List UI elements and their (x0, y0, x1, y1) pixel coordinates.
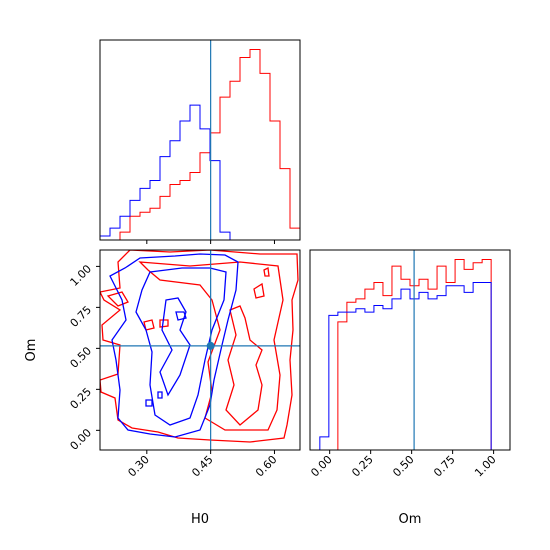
contour-blue-island-3 (157, 391, 163, 399)
contour-blue-outer (109, 253, 239, 438)
x-tick-label-h0: 0.30 (125, 453, 152, 480)
om-histogram-blue (319, 282, 510, 450)
x-tick-label-h0: 0.60 (253, 453, 280, 480)
y-axis-label-om: Om (24, 339, 39, 362)
contour-red-core (225, 305, 263, 426)
contour-blue-island-1 (175, 311, 187, 321)
contour-red-island-3 (159, 319, 169, 328)
h0-histogram-frame (99, 39, 301, 241)
y-tick-label-om: 0.75 (68, 303, 95, 330)
contour-red-outer (100, 250, 299, 443)
y-tick-label-om: 0.00 (68, 426, 95, 453)
h0-histogram-blue (100, 104, 300, 240)
h0-om-contour-panel: 0.30 0.45 0.60 0.00 0.25 0.50 0.75 1.00 (68, 249, 301, 480)
truth-point (206, 341, 215, 350)
x-tick-label-om: 0.50 (390, 453, 417, 480)
contour-red-island-1 (106, 291, 129, 307)
contour-red-island-2 (143, 319, 155, 331)
contour-blue-island-2 (145, 399, 153, 407)
contour-red-inner (138, 261, 284, 431)
contour-panel-frame (99, 249, 301, 451)
contour-blue-inner (135, 267, 227, 426)
axis-labels: H0 Om Om (24, 339, 421, 527)
contour-blue-core (159, 297, 191, 397)
h0-histogram-panel (99, 39, 301, 244)
om-histogram-panel: 0.00 0.25 0.50 0.75 1.00 (308, 249, 511, 480)
om-histogram-frame (309, 249, 511, 451)
y-tick-label-om: 0.25 (68, 385, 95, 412)
contour-red-island-4 (253, 282, 265, 299)
x-tick-label-om: 0.75 (431, 453, 458, 480)
x-axis-label-h0: H0 (191, 512, 209, 527)
x-tick-label-om: 0.00 (308, 453, 335, 480)
x-axis-label-om: Om (399, 512, 422, 527)
y-tick-label-om: 1.00 (68, 262, 95, 289)
x-tick-label-h0: 0.45 (189, 453, 216, 480)
h0-histogram-red (100, 49, 300, 240)
x-tick-label-om: 1.00 (472, 453, 499, 480)
x-tick-label-om: 0.25 (349, 453, 376, 480)
contour-red-island-5 (263, 267, 270, 277)
y-tick-label-om: 0.50 (68, 344, 95, 371)
